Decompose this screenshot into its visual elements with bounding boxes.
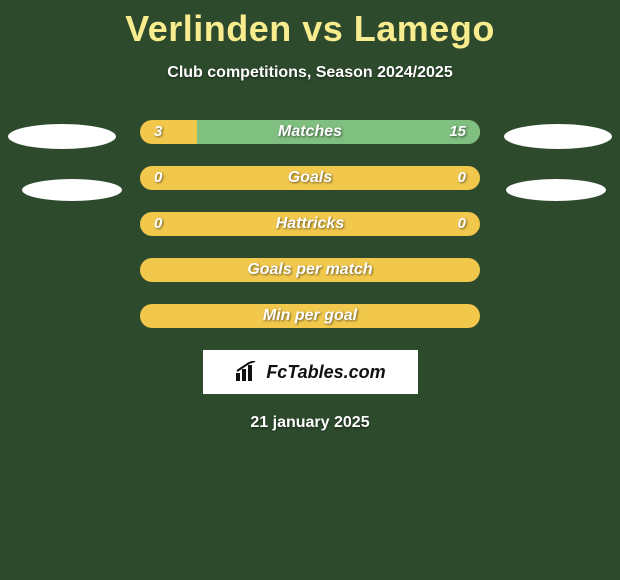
stat-label: Min per goal (140, 304, 480, 328)
fctables-logo[interactable]: FcTables.com (203, 350, 418, 394)
stat-right-value: 0 (444, 212, 480, 236)
stat-row-min-per-goal: Min per goal (0, 304, 620, 328)
logo-text: FcTables.com (266, 362, 385, 383)
subtitle: Club competitions, Season 2024/2025 (0, 64, 620, 82)
stat-right-value (452, 304, 480, 328)
stat-right-value: 0 (444, 166, 480, 190)
stat-right-value (452, 258, 480, 282)
stat-rows: 3 Matches 15 0 Goals 0 0 Hattricks 0 Goa… (0, 120, 620, 328)
stat-label: Goals per match (140, 258, 480, 282)
stat-label: Goals (140, 166, 480, 190)
snapshot-date: 21 january 2025 (0, 414, 620, 432)
stat-row-hattricks: 0 Hattricks 0 (0, 212, 620, 236)
bars-icon (234, 361, 260, 383)
stat-label: Matches (140, 120, 480, 144)
stat-row-matches: 3 Matches 15 (0, 120, 620, 144)
page-title: Verlinden vs Lamego (0, 0, 620, 50)
stat-row-goals-per-match: Goals per match (0, 258, 620, 282)
stat-row-goals: 0 Goals 0 (0, 166, 620, 190)
stat-label: Hattricks (140, 212, 480, 236)
stat-right-value: 15 (435, 120, 480, 144)
